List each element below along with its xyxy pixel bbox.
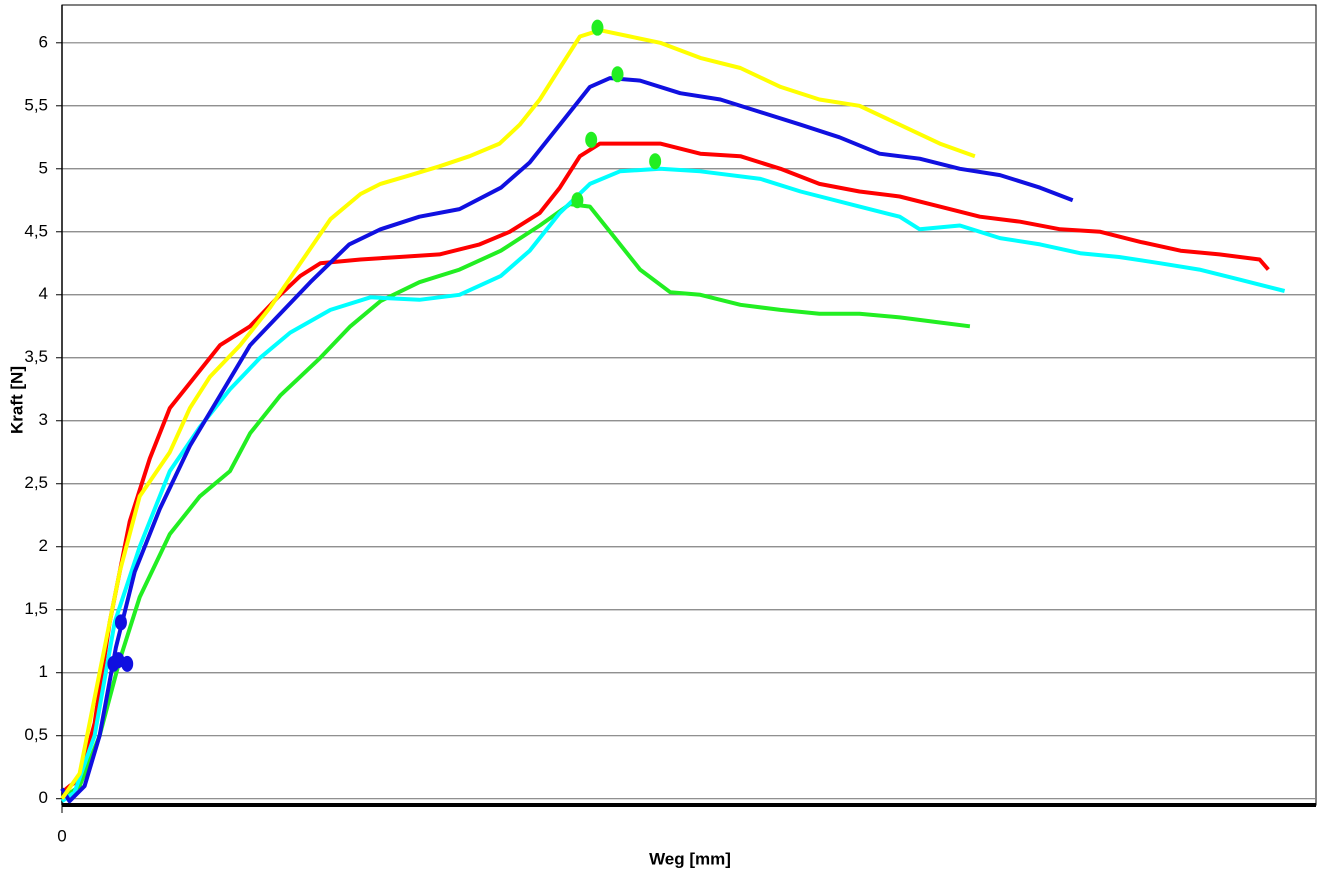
y-tick-label: 2,5 [24, 473, 48, 492]
marker [571, 192, 584, 209]
x-axis-title: Weg [mm] [649, 849, 731, 868]
y-tick-label: 2 [39, 536, 48, 555]
marker [611, 66, 624, 83]
y-tick-label: 4,5 [24, 221, 48, 240]
data-line [60, 166, 1286, 803]
marker [649, 153, 662, 170]
marker [121, 655, 134, 672]
y-tick-label: 1 [39, 662, 48, 681]
y-tick-label: 0,5 [24, 725, 48, 744]
y-tick-label: 4 [39, 284, 48, 303]
x-tick-label: 0 [57, 826, 66, 845]
data-line [60, 76, 1074, 804]
data-line [60, 141, 1270, 794]
marker [591, 19, 604, 36]
y-tick-label: 5,5 [24, 95, 48, 114]
marker [585, 131, 598, 148]
y-tick-label: 3,5 [24, 347, 48, 366]
y-tick-label: 0 [39, 788, 48, 807]
y-axis-title: Kraft [N] [7, 366, 26, 434]
marker [114, 614, 127, 631]
y-tick-label: 3 [39, 410, 48, 429]
y-tick-label: 5 [39, 158, 48, 177]
data-line [60, 28, 976, 800]
plot-area [61, 4, 1317, 806]
y-tick-label: 6 [39, 32, 48, 51]
y-tick-label: 1,5 [24, 599, 48, 618]
data-line [60, 202, 971, 801]
